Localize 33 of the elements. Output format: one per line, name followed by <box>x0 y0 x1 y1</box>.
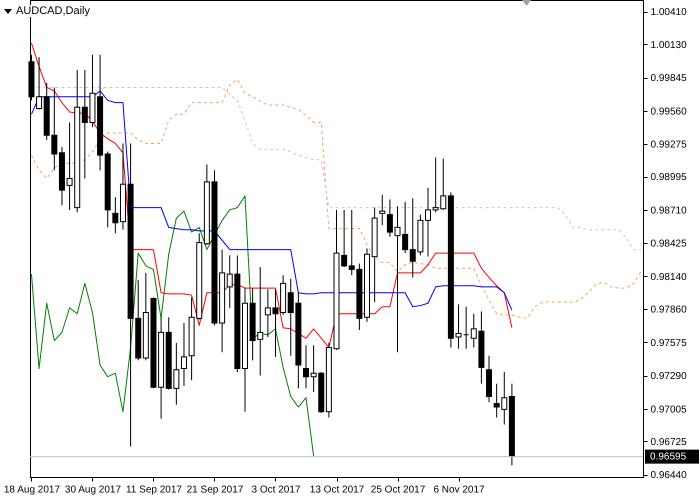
y-tick-label: 0.97575 <box>650 338 688 349</box>
x-tick-label: 13 Oct 2017 <box>310 484 365 496</box>
x-tick-label: 18 Aug 2017 <box>4 484 60 496</box>
y-tick-label: 0.96725 <box>650 436 688 448</box>
y-tick-label: 0.97860 <box>650 304 688 316</box>
x-tick-label: 30 Aug 2017 <box>64 484 122 496</box>
x-tick-label: 3 Oct 2017 <box>252 484 301 496</box>
y-tick-label: 0.96440 <box>650 470 688 482</box>
chart-title: AUDCAD,Daily <box>15 5 91 17</box>
candlestick <box>379 194 386 226</box>
x-tick-label: 6 Nov 2017 <box>433 484 486 496</box>
y-tick-label: 0.98710 <box>650 205 688 216</box>
line-series <box>30 195 314 457</box>
x-tick-label: 11 Sep 2017 <box>126 484 182 496</box>
y-tick-label: 1.00130 <box>650 40 688 51</box>
candlestick <box>180 322 187 387</box>
ref-line-label: 0.96595 <box>650 452 687 463</box>
candlestick <box>494 383 500 418</box>
y-tick-label: 0.98425 <box>650 238 688 250</box>
y-tick-label: 0.99275 <box>650 140 688 151</box>
x-tick-label: 21 Sep 2017 <box>186 484 244 496</box>
y-tick-label: 0.97005 <box>650 404 688 416</box>
y-tick-label: 0.98140 <box>650 272 688 283</box>
y-tick-label: 0.99845 <box>650 73 688 84</box>
line-series <box>30 90 512 311</box>
candlestick <box>173 342 180 406</box>
line-series <box>30 78 642 319</box>
y-tick-label: 0.97290 <box>650 371 688 382</box>
x-tick-label: 25 Oct 2017 <box>370 484 426 496</box>
y-tick-label: 0.99560 <box>650 106 688 118</box>
y-tick-label: 0.98995 <box>650 172 688 184</box>
candlestick <box>463 306 470 350</box>
y-tick-label: 1.00410 <box>650 7 688 18</box>
